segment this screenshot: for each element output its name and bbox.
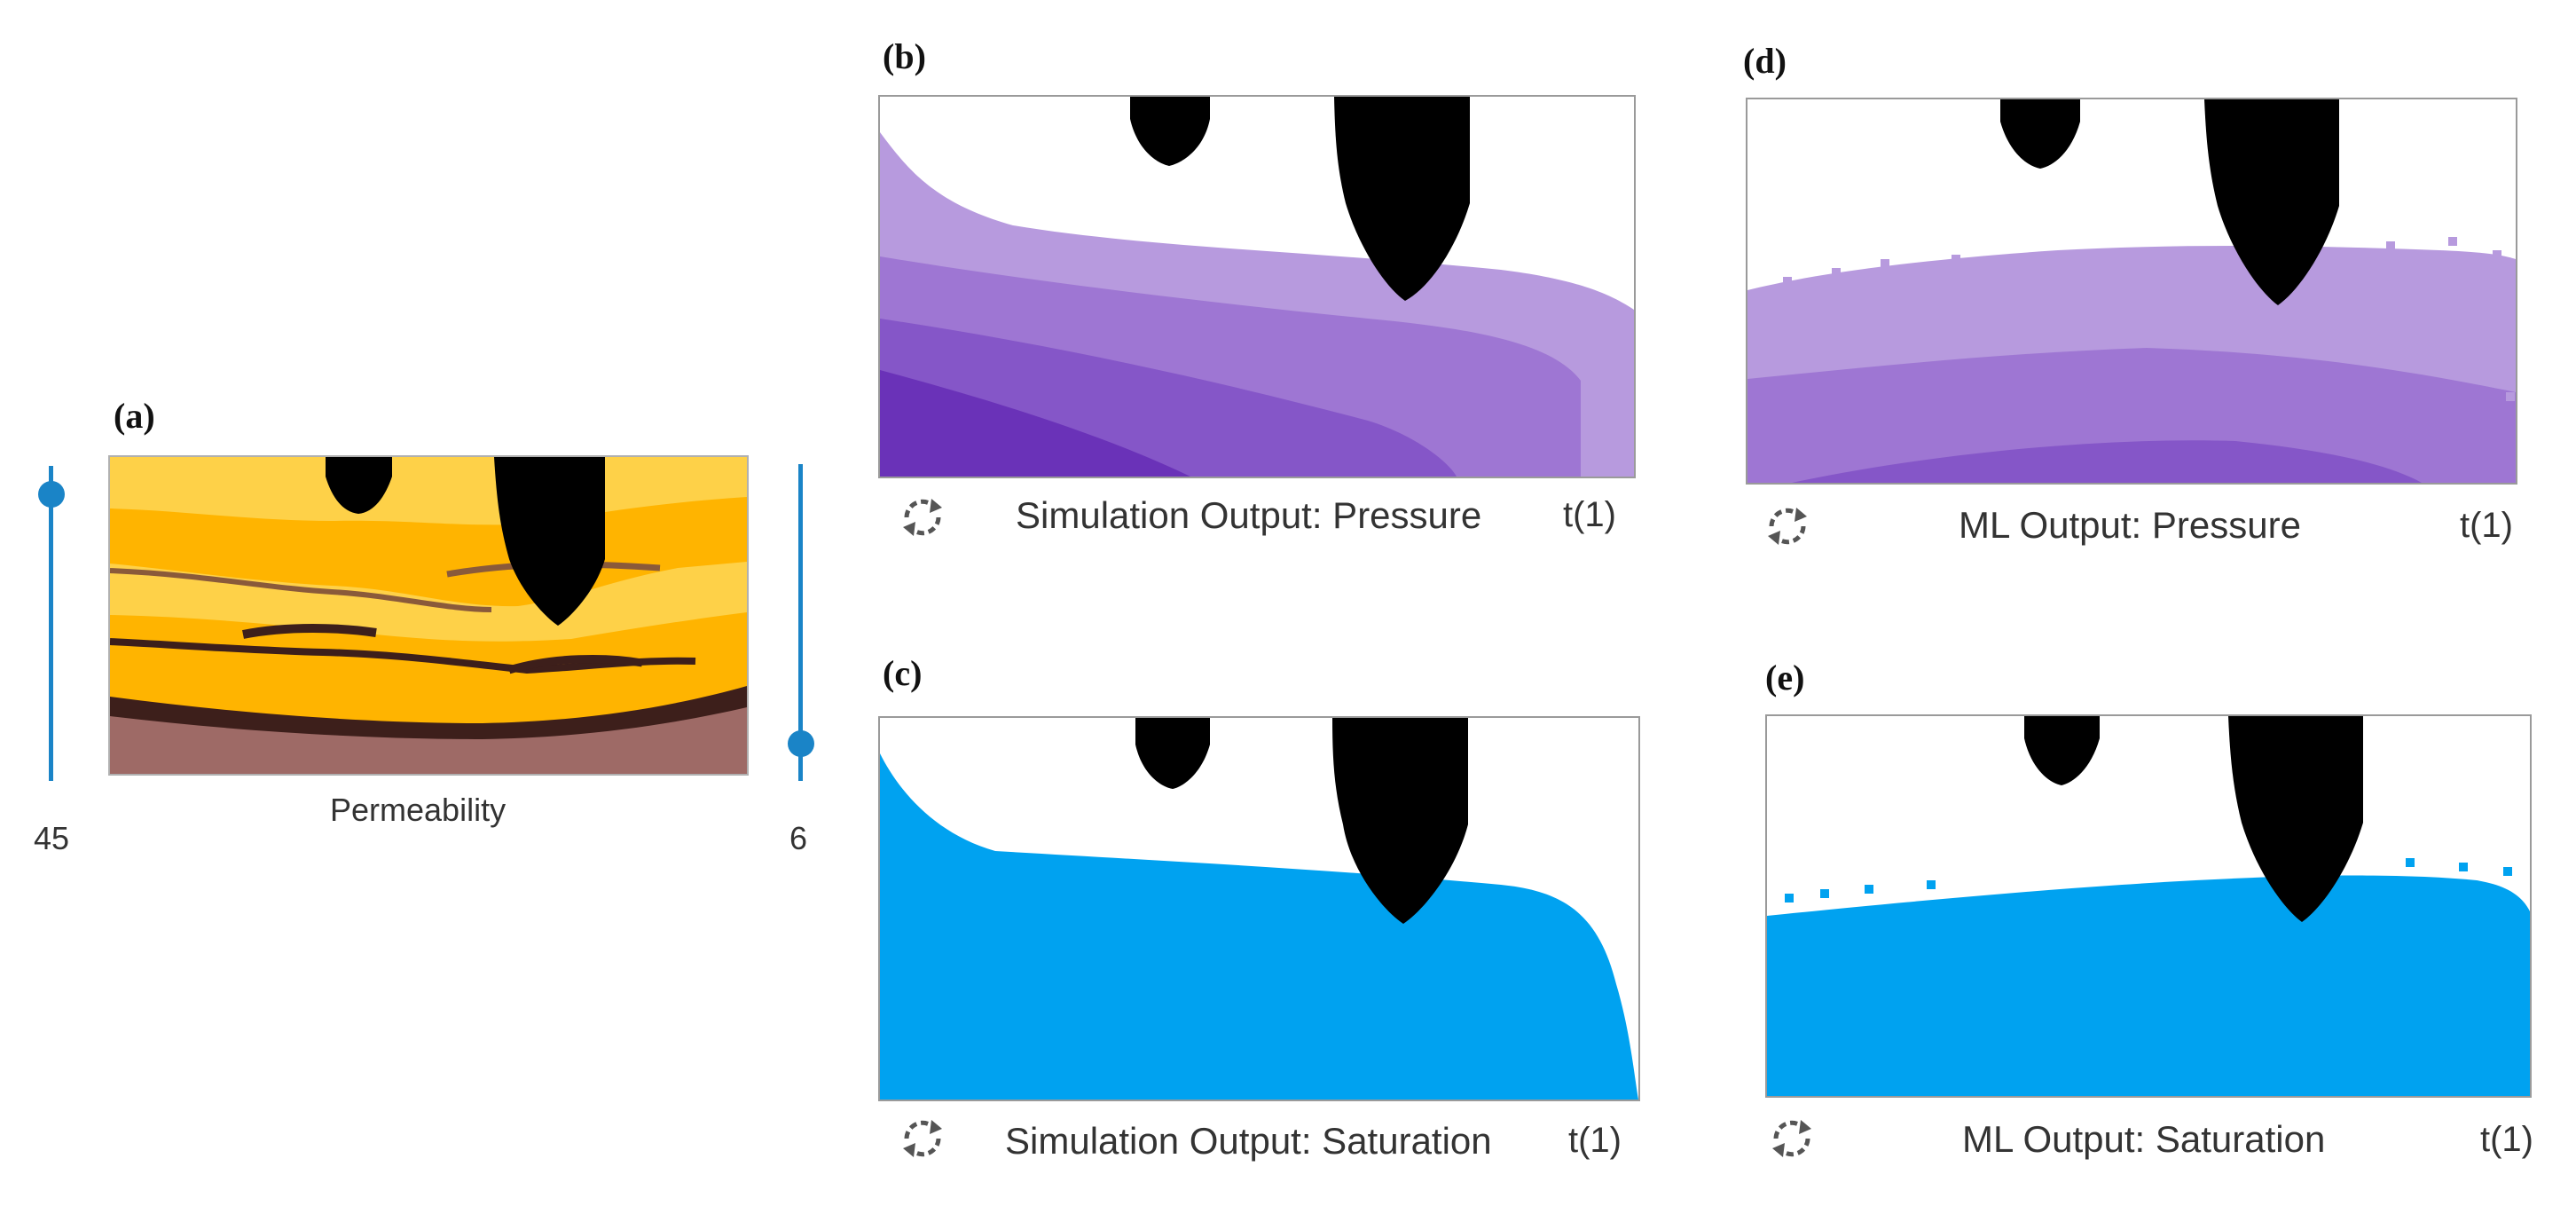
well-small bbox=[1130, 97, 1210, 166]
saturation-plume bbox=[880, 753, 1638, 1100]
ml-pressure-band-3 bbox=[1792, 440, 2422, 483]
well-small bbox=[2024, 716, 2100, 785]
panel-b-caption: Simulation Output: Pressure bbox=[1016, 494, 1482, 536]
well-large bbox=[1334, 97, 1470, 301]
panel-d-label: (d) bbox=[1743, 41, 1787, 81]
panel-d-caption: ML Output: Pressure bbox=[1959, 504, 2301, 546]
refresh-icon bbox=[903, 1120, 942, 1157]
ml-saturation-map bbox=[1765, 714, 2532, 1098]
panel-e-caption: ML Output: Saturation bbox=[1962, 1118, 2326, 1160]
panel-a-caption: Permeability bbox=[330, 792, 507, 828]
refresh-icon-c[interactable] bbox=[896, 1116, 949, 1161]
slider-left-track[interactable] bbox=[49, 466, 53, 781]
well-small bbox=[2000, 99, 2080, 169]
perm-thin-streak-1 bbox=[110, 568, 492, 612]
ml-pressure-map bbox=[1746, 98, 2517, 485]
panel-e-time: t(1) bbox=[2480, 1120, 2533, 1159]
perm-bottom-layer bbox=[110, 707, 747, 774]
panel-e-label: (e) bbox=[1765, 658, 1805, 698]
panel-d-time: t(1) bbox=[2460, 506, 2513, 545]
ml-pressure-band-2 bbox=[1747, 348, 2516, 483]
panel-b-label: (b) bbox=[883, 36, 926, 76]
refresh-icon bbox=[1772, 1120, 1811, 1157]
slider-right-thumb[interactable] bbox=[788, 730, 814, 757]
ml-saturation-plume bbox=[1767, 875, 2530, 1096]
sim-pressure-map bbox=[878, 95, 1636, 478]
refresh-icon bbox=[903, 499, 942, 536]
panel-a-label: (a) bbox=[114, 396, 155, 436]
slider-right-track[interactable] bbox=[798, 464, 803, 781]
perm-dark-streak bbox=[110, 638, 696, 674]
panel-b-time: t(1) bbox=[1563, 495, 1616, 534]
well-small bbox=[326, 457, 392, 514]
panel-c-label: (c) bbox=[883, 653, 923, 693]
permeability-map bbox=[108, 455, 749, 776]
slider-right-value: 6 bbox=[789, 820, 808, 856]
refresh-icon-e[interactable] bbox=[1765, 1116, 1818, 1161]
refresh-icon-b[interactable] bbox=[896, 495, 949, 540]
perm-dark-lens bbox=[242, 624, 377, 639]
ml-pressure-noise bbox=[1783, 237, 2515, 401]
pressure-band-4 bbox=[880, 370, 1190, 477]
slider-left-value: 45 bbox=[34, 820, 70, 856]
well-large bbox=[1332, 718, 1468, 924]
well-large bbox=[2204, 99, 2339, 305]
panel-c-caption: Simulation Output: Saturation bbox=[1005, 1120, 1492, 1162]
well-small bbox=[1135, 718, 1210, 789]
refresh-icon bbox=[1768, 508, 1807, 545]
well-large bbox=[2228, 716, 2363, 922]
ml-saturation-noise bbox=[1785, 858, 2528, 1044]
sim-saturation-map bbox=[878, 716, 1640, 1101]
perm-dark-lens-2 bbox=[507, 654, 643, 674]
slider-left-thumb[interactable] bbox=[38, 481, 65, 508]
refresh-icon-d[interactable] bbox=[1761, 504, 1814, 548]
panel-c-time: t(1) bbox=[1568, 1121, 1622, 1160]
well-large bbox=[494, 457, 605, 626]
